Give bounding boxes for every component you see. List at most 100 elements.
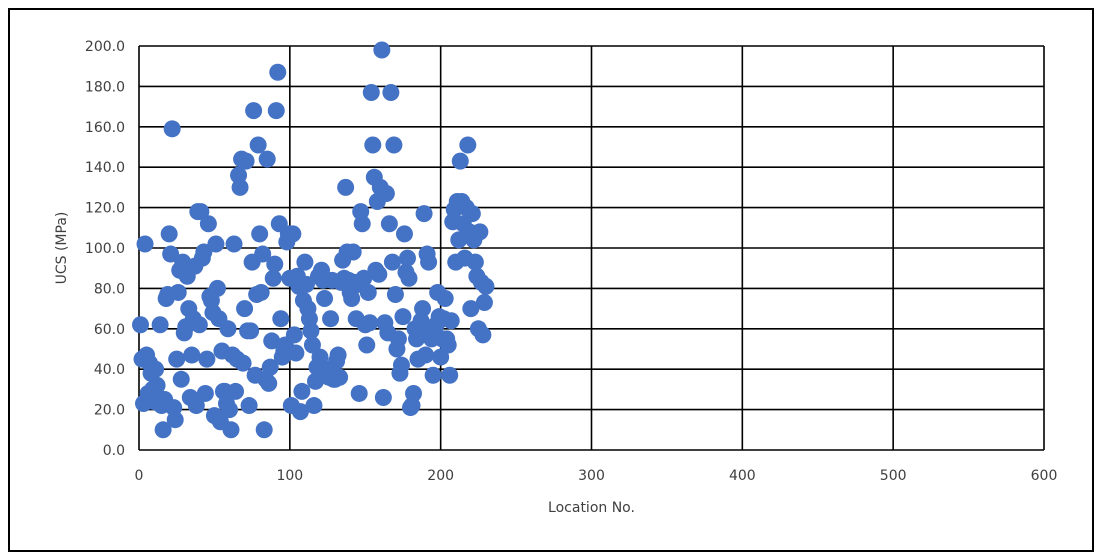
data-point <box>424 366 442 384</box>
y-axis-title: UCS (MPa) <box>54 212 70 285</box>
data-point <box>132 316 150 334</box>
data-point <box>225 235 243 253</box>
data-point <box>477 277 495 295</box>
data-point <box>296 253 314 271</box>
data-point <box>219 320 237 338</box>
x-tick-label: 200 <box>427 468 454 484</box>
data-point <box>169 283 187 301</box>
tick-labels: 0.0 20.0 40.0 60.0 80.0 100.0 120.0 140.0 160.0 1… <box>85 39 1057 484</box>
data-point <box>432 348 450 366</box>
data-point <box>405 384 423 402</box>
data-point <box>227 382 245 400</box>
y-tick-label: 180.0 <box>85 79 125 95</box>
data-point <box>291 403 309 421</box>
data-point <box>364 136 382 154</box>
data-point <box>436 290 454 307</box>
data-point <box>350 384 368 402</box>
data-point <box>362 83 380 101</box>
data-point <box>466 253 484 271</box>
data-point <box>439 336 457 354</box>
data-point <box>183 346 201 364</box>
data-point <box>190 316 208 334</box>
data-point <box>198 350 216 368</box>
y-tick-label: 0.0 <box>103 443 125 459</box>
data-point <box>392 356 410 374</box>
data-point <box>358 336 376 354</box>
data-point <box>285 326 303 344</box>
data-point <box>272 310 290 328</box>
y-tick-label: 20.0 <box>94 403 125 419</box>
data-point <box>221 401 238 419</box>
data-point <box>373 41 391 59</box>
x-axis-title: Location No. <box>548 500 635 516</box>
data-point <box>147 360 165 378</box>
data-point <box>415 205 433 223</box>
data-point <box>255 421 273 439</box>
data-point <box>266 255 284 273</box>
data-point <box>263 332 281 350</box>
data-point <box>414 300 432 318</box>
data-point <box>251 225 269 243</box>
data-point <box>249 136 267 154</box>
data-point <box>199 215 217 233</box>
data-point <box>385 136 403 154</box>
data-point <box>236 300 254 318</box>
y-tick-label: 80.0 <box>94 281 125 297</box>
y-tick-label: 60.0 <box>94 322 125 338</box>
data-point <box>264 269 282 287</box>
x-tick-label: 100 <box>276 468 303 484</box>
data-point <box>207 235 225 253</box>
data-point <box>222 421 240 439</box>
data-point <box>297 275 315 293</box>
data-point <box>231 178 249 196</box>
data-point <box>196 384 214 402</box>
y-tick-label: 120.0 <box>85 201 125 217</box>
data-point <box>395 225 413 243</box>
data-point <box>337 178 355 196</box>
data-point <box>316 290 334 307</box>
x-tick-label: 600 <box>1031 468 1058 484</box>
data-point <box>154 421 172 439</box>
data-point <box>293 382 311 400</box>
data-point <box>234 354 252 372</box>
data-point <box>475 294 493 312</box>
data-point <box>168 350 186 368</box>
y-tick-label: 40.0 <box>94 362 125 378</box>
data-point <box>394 308 412 326</box>
data-point <box>284 225 302 243</box>
data-point <box>474 326 492 344</box>
data-point <box>471 223 489 241</box>
data-point <box>187 397 205 415</box>
data-point <box>370 265 388 283</box>
data-point <box>160 225 178 243</box>
data-point <box>355 269 373 287</box>
data-point <box>311 348 329 366</box>
data-point <box>386 285 404 303</box>
data-point <box>353 215 371 233</box>
y-tick-label: 100.0 <box>85 241 125 257</box>
data-point <box>380 215 398 233</box>
data-point <box>417 346 435 364</box>
data-point <box>459 136 477 154</box>
data-point <box>382 83 400 101</box>
data-point <box>400 269 418 287</box>
data-point <box>329 346 347 364</box>
x-tick-label: 500 <box>880 468 907 484</box>
data-point <box>136 235 154 253</box>
data-point <box>267 102 285 120</box>
data-point <box>287 344 305 362</box>
data-point <box>389 330 407 348</box>
data-point <box>245 102 263 120</box>
x-tick-label: 400 <box>729 468 756 484</box>
data-point <box>359 283 377 301</box>
data-point <box>302 322 320 340</box>
data-point <box>442 312 460 330</box>
x-tick-label: 300 <box>578 468 605 484</box>
y-tick-label: 140.0 <box>85 160 125 176</box>
data-point <box>151 316 169 334</box>
data-point <box>172 370 190 388</box>
data-point <box>331 368 349 386</box>
data-point <box>208 279 226 297</box>
data-point <box>383 253 401 271</box>
data-point <box>252 283 270 301</box>
